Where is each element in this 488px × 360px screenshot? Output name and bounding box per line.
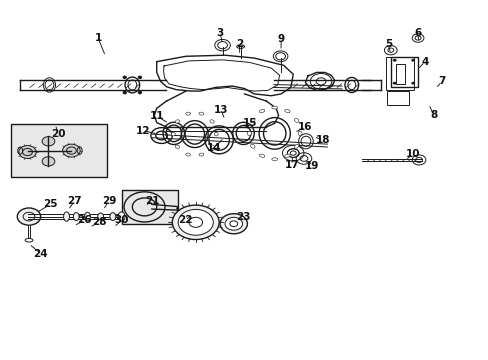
Circle shape <box>217 41 227 49</box>
Text: 6: 6 <box>413 28 420 38</box>
Circle shape <box>410 82 414 85</box>
Ellipse shape <box>199 153 203 156</box>
Text: 28: 28 <box>92 217 106 227</box>
Ellipse shape <box>271 106 277 109</box>
Text: 22: 22 <box>178 215 192 225</box>
Ellipse shape <box>118 212 125 221</box>
Circle shape <box>275 53 285 60</box>
Text: 18: 18 <box>316 135 330 145</box>
Ellipse shape <box>209 145 214 148</box>
Circle shape <box>17 208 41 225</box>
Bar <box>385 57 413 90</box>
Circle shape <box>178 210 213 235</box>
Ellipse shape <box>209 120 214 123</box>
Circle shape <box>42 157 55 166</box>
Bar <box>122 190 177 224</box>
Circle shape <box>123 76 126 78</box>
Ellipse shape <box>284 154 289 157</box>
Circle shape <box>224 217 242 230</box>
Text: 9: 9 <box>277 35 284 44</box>
Ellipse shape <box>259 154 264 157</box>
Bar <box>395 64 405 84</box>
Circle shape <box>220 214 247 234</box>
Text: 20: 20 <box>51 129 65 139</box>
Ellipse shape <box>73 213 79 221</box>
Text: 4: 4 <box>420 57 427 67</box>
Text: 15: 15 <box>243 118 257 128</box>
Text: 17: 17 <box>285 160 299 170</box>
Circle shape <box>123 91 126 94</box>
Ellipse shape <box>250 118 254 122</box>
Ellipse shape <box>271 158 277 161</box>
Ellipse shape <box>185 112 190 115</box>
Text: 27: 27 <box>67 196 82 206</box>
Text: 11: 11 <box>149 111 163 121</box>
Ellipse shape <box>185 153 190 156</box>
Text: 2: 2 <box>236 39 243 49</box>
Text: 24: 24 <box>33 248 48 258</box>
Ellipse shape <box>298 131 302 135</box>
Ellipse shape <box>294 118 298 122</box>
Text: 8: 8 <box>429 111 436 121</box>
Ellipse shape <box>250 144 254 148</box>
Ellipse shape <box>98 213 103 220</box>
Circle shape <box>410 59 414 62</box>
Ellipse shape <box>175 120 179 123</box>
Text: 1: 1 <box>94 33 102 43</box>
Circle shape <box>392 59 396 62</box>
Circle shape <box>138 91 141 94</box>
Ellipse shape <box>63 212 69 221</box>
Text: 12: 12 <box>136 126 150 135</box>
Circle shape <box>62 144 80 157</box>
Text: 25: 25 <box>43 199 58 210</box>
Ellipse shape <box>259 109 264 113</box>
Text: 23: 23 <box>236 212 250 221</box>
Ellipse shape <box>84 212 90 221</box>
Ellipse shape <box>294 144 298 148</box>
Text: 19: 19 <box>304 161 318 171</box>
Text: 14: 14 <box>206 143 221 153</box>
Ellipse shape <box>214 132 218 136</box>
Bar <box>386 91 408 105</box>
Text: 7: 7 <box>437 76 445 86</box>
Text: 3: 3 <box>216 28 224 38</box>
Text: 30: 30 <box>114 215 129 225</box>
Text: 13: 13 <box>213 105 228 115</box>
Text: 5: 5 <box>384 40 391 49</box>
Text: 21: 21 <box>145 196 160 206</box>
Text: 16: 16 <box>298 122 312 132</box>
Ellipse shape <box>175 145 179 148</box>
Ellipse shape <box>247 131 251 135</box>
Ellipse shape <box>236 45 244 48</box>
Text: 29: 29 <box>102 196 116 206</box>
Bar <box>390 57 417 87</box>
Ellipse shape <box>284 109 289 113</box>
Circle shape <box>172 205 219 239</box>
Bar <box>11 124 106 177</box>
Ellipse shape <box>171 132 175 136</box>
Circle shape <box>42 136 55 146</box>
Ellipse shape <box>110 213 116 221</box>
Text: 10: 10 <box>405 149 419 159</box>
Circle shape <box>138 76 141 78</box>
Circle shape <box>19 145 36 158</box>
Text: 26: 26 <box>77 215 92 225</box>
Circle shape <box>392 82 396 85</box>
Ellipse shape <box>199 112 203 115</box>
